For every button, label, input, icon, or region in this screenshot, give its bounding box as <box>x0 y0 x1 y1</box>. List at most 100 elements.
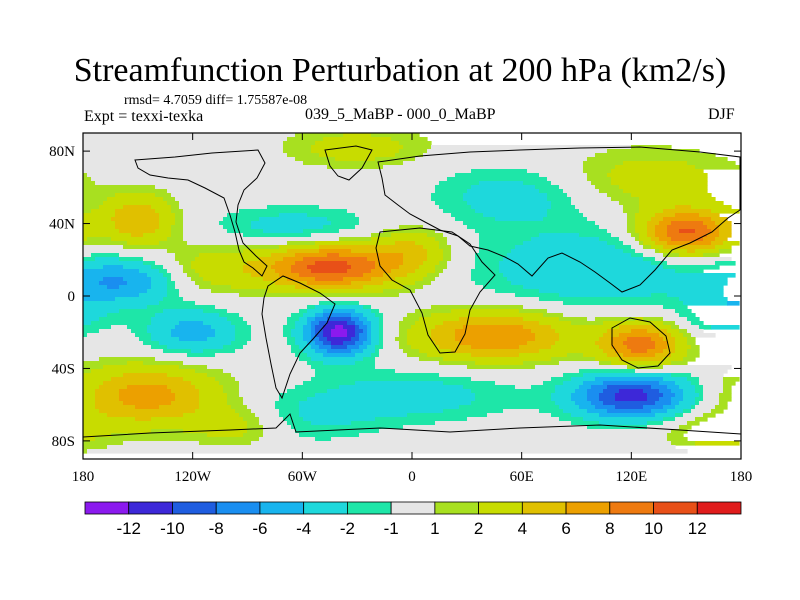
colorbar-swatch <box>478 501 523 515</box>
field-cell <box>83 185 156 190</box>
field-cell <box>167 277 172 282</box>
field-cell <box>563 313 680 318</box>
field-cell <box>319 345 332 350</box>
field-cell <box>331 329 348 334</box>
field-cell <box>83 273 148 278</box>
field-cell <box>547 213 584 218</box>
field-cell <box>367 317 380 322</box>
field-cell <box>235 329 252 334</box>
field-cell <box>127 325 148 330</box>
field-cell <box>363 273 384 278</box>
field-cell <box>671 397 684 402</box>
field-cell <box>459 405 560 410</box>
field-cell <box>467 365 536 370</box>
field-cell <box>239 385 296 390</box>
field-cell <box>651 385 668 390</box>
field-cell <box>359 345 368 350</box>
field-cell <box>343 341 356 346</box>
field-cell <box>543 217 588 222</box>
field-cell <box>143 341 160 346</box>
field-cell <box>539 289 724 294</box>
field-cell <box>347 321 356 326</box>
field-cell <box>283 149 312 154</box>
field-cell <box>627 213 636 218</box>
field-cell <box>195 369 224 374</box>
field-cell <box>635 213 656 218</box>
field-cell <box>123 265 152 270</box>
field-cell <box>303 161 404 166</box>
field-cell <box>475 397 552 402</box>
field-cell <box>407 341 436 346</box>
field-cell <box>679 401 696 406</box>
field-cell <box>83 217 112 222</box>
field-cell <box>447 261 476 266</box>
field-cell <box>471 353 520 358</box>
field-cell <box>539 297 680 302</box>
field-cell <box>407 333 432 338</box>
field-cell <box>699 325 712 330</box>
field-cell <box>687 249 696 254</box>
field-cell <box>199 397 228 402</box>
field-cell <box>607 385 652 390</box>
field-cell <box>619 325 656 330</box>
field-cell <box>495 381 544 386</box>
stats-label: rmsd= 4.7059 diff= 1.75587e-08 <box>124 93 308 108</box>
coastline-north-america <box>134 149 268 277</box>
field-cell <box>627 229 636 234</box>
field-cell <box>351 317 360 322</box>
field-cell <box>307 281 352 286</box>
field-cell <box>395 369 580 374</box>
field-cell <box>151 205 172 210</box>
field-cell <box>147 329 172 334</box>
field-cell <box>671 361 688 366</box>
colorbar: -12 -10 -8 -6 -4 -2 -1 1 2 4 6 8 10 12 <box>84 501 742 538</box>
field-cell <box>307 317 316 322</box>
field-cell <box>667 329 680 334</box>
field-cell <box>183 413 240 418</box>
colorbar-label: 10 <box>644 519 663 538</box>
field-cell <box>299 309 308 314</box>
field-cell <box>439 273 472 278</box>
field-cell <box>287 249 320 254</box>
field-cell <box>123 245 280 250</box>
field-cell <box>95 257 120 262</box>
field-cell <box>83 141 284 146</box>
field-cell <box>119 285 152 290</box>
field-cell <box>315 373 440 378</box>
coastline-antarctica <box>83 413 741 438</box>
field-cell <box>655 353 672 358</box>
field-cell <box>647 393 664 398</box>
field-cell <box>667 433 684 438</box>
field-cell <box>535 333 560 338</box>
colorbar-swatch <box>172 501 217 515</box>
field-cell <box>99 385 128 390</box>
field-cell <box>443 409 504 414</box>
field-cell <box>663 405 676 410</box>
field-cell <box>123 401 172 406</box>
field-cell <box>355 329 364 334</box>
field-cell <box>435 325 464 330</box>
field-cell <box>155 357 300 362</box>
field-cell <box>671 429 688 434</box>
field-cell <box>171 193 432 198</box>
field-cell <box>631 233 640 238</box>
field-cell <box>355 225 400 230</box>
field-cell <box>359 337 368 342</box>
field-cell <box>311 377 472 382</box>
field-cell <box>223 389 240 394</box>
field-cell <box>283 257 304 262</box>
field-cell <box>259 417 284 422</box>
field-cell <box>675 205 692 210</box>
field-cell <box>399 293 516 298</box>
field-cell <box>95 401 124 406</box>
field-cell <box>399 341 408 346</box>
field-cell <box>167 189 436 194</box>
field-cell <box>715 261 736 266</box>
field-cell <box>455 217 496 222</box>
field-cell <box>707 225 720 230</box>
field-cell <box>267 205 320 210</box>
field-cell <box>167 249 244 254</box>
field-cell <box>471 401 556 406</box>
field-cell <box>235 333 252 338</box>
field-cell <box>671 325 680 330</box>
